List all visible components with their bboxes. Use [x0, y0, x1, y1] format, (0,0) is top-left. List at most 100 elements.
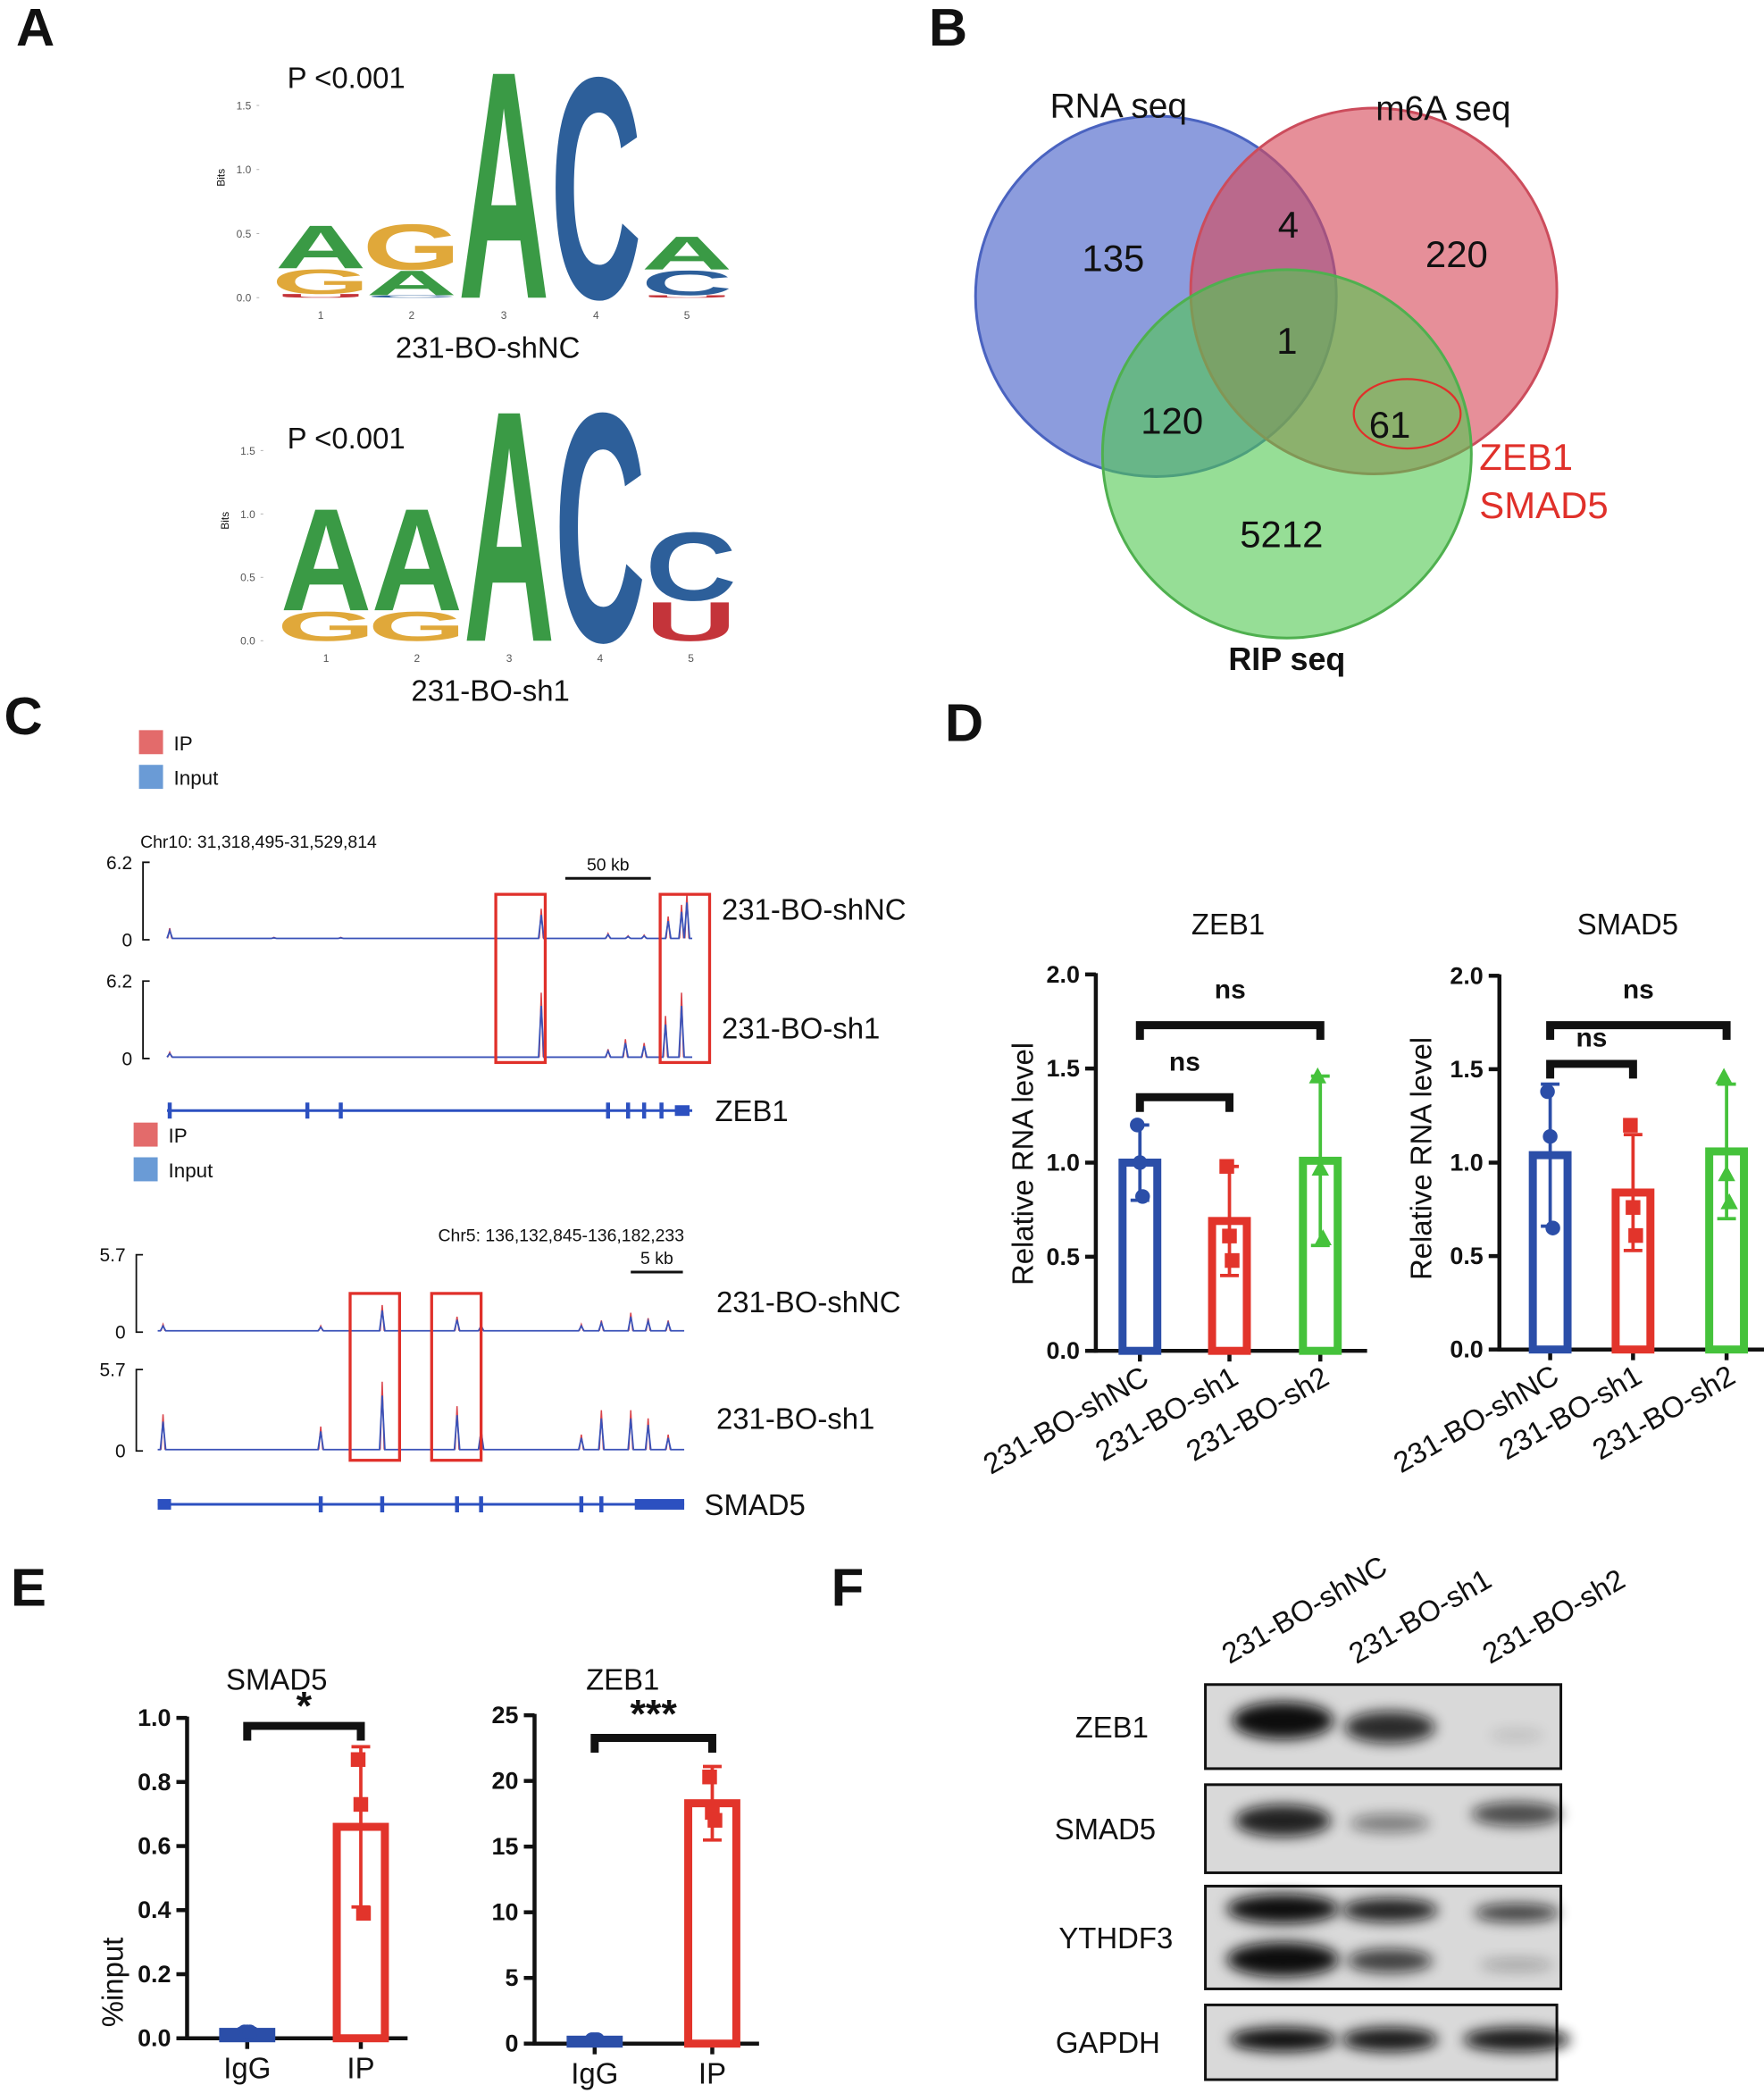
legend-label: Input [174, 767, 220, 790]
data-point [1626, 1200, 1641, 1215]
highlight-box [494, 892, 548, 1065]
logo-letter: U [275, 293, 366, 299]
panel-label: B [929, 0, 967, 57]
blot-row-label: SMAD5 [1055, 1813, 1156, 1846]
y-tick-label: 0.5 [1450, 1243, 1483, 1269]
set-label: RNA seq [1050, 88, 1187, 126]
significance-label: ns [1215, 975, 1246, 1005]
panel-label: D [945, 692, 983, 752]
blot-band [1232, 1702, 1334, 1740]
logo-letter: G [277, 604, 375, 650]
significance-label: ns [1169, 1047, 1200, 1076]
x-tick-label: IgG [223, 2052, 271, 2085]
coordinates: Chr5: 136,132,845-136,182,233 [439, 1226, 685, 1246]
data-point [1225, 1252, 1240, 1268]
exon [659, 1102, 664, 1119]
significance-bracket [1546, 1021, 1731, 1041]
x-tick-label: IP [698, 2057, 726, 2090]
data-point [350, 1752, 366, 1767]
logo-letter: C [555, 345, 646, 710]
exon [157, 1499, 171, 1511]
x-tick-label: 3 [506, 652, 513, 665]
highlight-box [430, 1292, 483, 1462]
x-tick-label: 1 [318, 309, 324, 322]
y-tick-label: 1.0 [237, 163, 252, 176]
gene-label: SMAD5 [705, 1488, 806, 1521]
p-value: P <0.001 [288, 422, 405, 455]
logo-letter: U [641, 295, 732, 298]
data-point [1133, 1155, 1148, 1170]
legend-label: IP [169, 1125, 188, 1147]
gene-label: ZEB1 [715, 1094, 788, 1127]
y-tick-label: 5.7 [100, 1245, 126, 1266]
axis-label: Bits [219, 512, 231, 530]
highlight-gene: SMAD5 [1479, 484, 1608, 526]
p-value: P <0.001 [288, 62, 405, 95]
y-tick-label: 1.0 [240, 508, 255, 521]
y-tick-label: 0.0 [1047, 1337, 1080, 1364]
sample-label: 231-BO-sh1 [716, 1402, 874, 1436]
track-axis [142, 861, 150, 941]
y-tick-label: 15 [492, 1833, 519, 1860]
y-tick-label: 5 [506, 1964, 519, 1991]
chart-title: ZEB1 [1191, 908, 1265, 941]
significance-label: *** [630, 1691, 677, 1737]
blot-band [1463, 2027, 1571, 2052]
significance-label: ns [1623, 975, 1654, 1005]
panel-label: E [11, 1558, 46, 1618]
x-tick-label: 3 [501, 309, 507, 322]
blot-band [1342, 2027, 1438, 2052]
ip-signal [160, 1381, 672, 1450]
y-tick-label: 2.0 [1450, 962, 1483, 989]
significance-bracket [243, 1721, 365, 1741]
y-tick-label: 2.0 [1047, 961, 1080, 988]
y-tick-label: 0 [115, 1323, 126, 1344]
y-tick-label: 1.5 [237, 100, 252, 113]
significance-label: * [297, 1683, 313, 1729]
blot-band [1344, 1711, 1435, 1744]
blot-band [1474, 1903, 1560, 1922]
region-count: 61 [1369, 404, 1411, 446]
panel-label: C [4, 686, 42, 746]
y-tick-label: 0.0 [237, 292, 252, 305]
blot-band [1490, 1729, 1544, 1743]
coordinates: Chr10: 31,318,495-31,529,814 [140, 833, 377, 852]
region-count: 220 [1425, 233, 1488, 275]
highlight-ring [1352, 378, 1462, 450]
exon [599, 1496, 604, 1512]
significance-bracket [1135, 1021, 1325, 1041]
data-point [1219, 1159, 1234, 1174]
y-tick-label: 0.0 [1450, 1336, 1483, 1363]
data-point [1720, 1193, 1738, 1210]
highlight-gene: ZEB1 [1479, 436, 1573, 478]
data-point [355, 1905, 372, 1921]
blot-band [1342, 1897, 1438, 1922]
data-point [1715, 1067, 1733, 1084]
legend-label: Input [169, 1160, 214, 1182]
x-tick-label: 5 [688, 652, 694, 665]
venn: RNA seq m6A seq RIP seq 135 4 220 1 120 … [974, 88, 1609, 677]
blot-lane-label: 231-BO-sh2 [1476, 1562, 1630, 1670]
y-tick-label: 10 [492, 1899, 519, 1926]
x-tick-label: 4 [593, 309, 599, 322]
data-point [353, 1796, 369, 1813]
y-tick-label: 6.2 [106, 853, 132, 874]
data-point [1540, 1084, 1555, 1100]
data-point [1135, 1189, 1150, 1204]
ip-signal [167, 892, 690, 940]
y-tick-label: 1.0 [1047, 1149, 1080, 1176]
sample-label: 231-BO-sh1 [722, 1012, 880, 1045]
scale-label: 50 kb [587, 855, 630, 875]
blot-band [1471, 1802, 1563, 1827]
exon [318, 1496, 323, 1512]
logo-letter: A [464, 342, 555, 712]
y-tick-label: 0.5 [237, 228, 252, 240]
error-bar [1717, 1082, 1736, 1221]
region-count: 1 [1276, 320, 1297, 362]
data-point [1542, 1128, 1558, 1144]
highlight-box [348, 1292, 402, 1462]
logo-letter: C [641, 264, 732, 303]
input-signal [166, 1005, 693, 1059]
region-count: 135 [1082, 237, 1144, 279]
